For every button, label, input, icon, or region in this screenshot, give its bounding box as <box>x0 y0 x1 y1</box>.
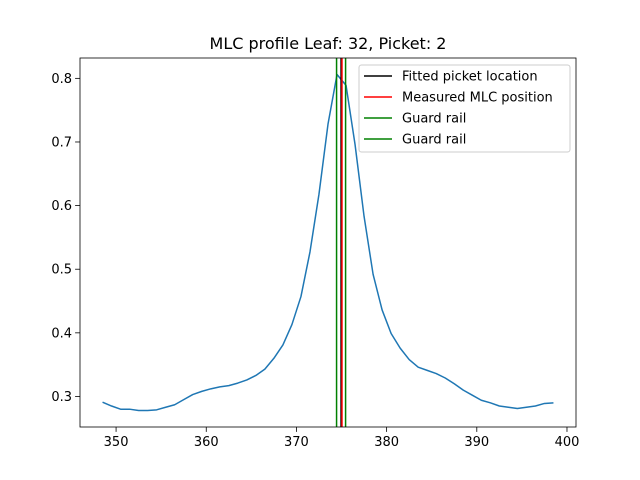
x-tick-label-4: 390 <box>464 435 489 450</box>
legend-box <box>358 64 571 153</box>
y-tick-label-3: 0.6 <box>51 199 72 214</box>
legend-label-1: Measured MLC position <box>402 91 553 106</box>
x-tick-label-5: 400 <box>555 435 580 450</box>
axes: 350 360 370 380 390 400 0.3 0.4 0.5 0.6 0.7 0.8 <box>51 57 580 450</box>
profile-line <box>102 73 554 412</box>
x-tick-label-1: 360 <box>194 435 219 450</box>
legend: Fitted picket location Measured MLC posit… <box>358 64 571 153</box>
legend-label-3: Guard rail <box>402 133 466 148</box>
y-tick-label-2: 0.5 <box>51 263 72 278</box>
x-tick-label-0: 350 <box>104 435 129 450</box>
y-tick-label-1: 0.4 <box>51 326 72 341</box>
axes-frame <box>79 57 577 428</box>
plot-area <box>102 58 554 427</box>
y-tick-label-0: 0.3 <box>51 390 72 405</box>
chart-title: MLC profile Leaf: 32, Picket: 2 <box>210 34 447 53</box>
legend-label-2: Guard rail <box>402 112 466 127</box>
y-tick-label-5: 0.8 <box>51 72 72 87</box>
y-tick-label-4: 0.7 <box>51 135 72 150</box>
x-tick-label-2: 370 <box>284 435 309 450</box>
x-tick-label-3: 380 <box>374 435 399 450</box>
legend-label-0: Fitted picket location <box>402 70 538 85</box>
